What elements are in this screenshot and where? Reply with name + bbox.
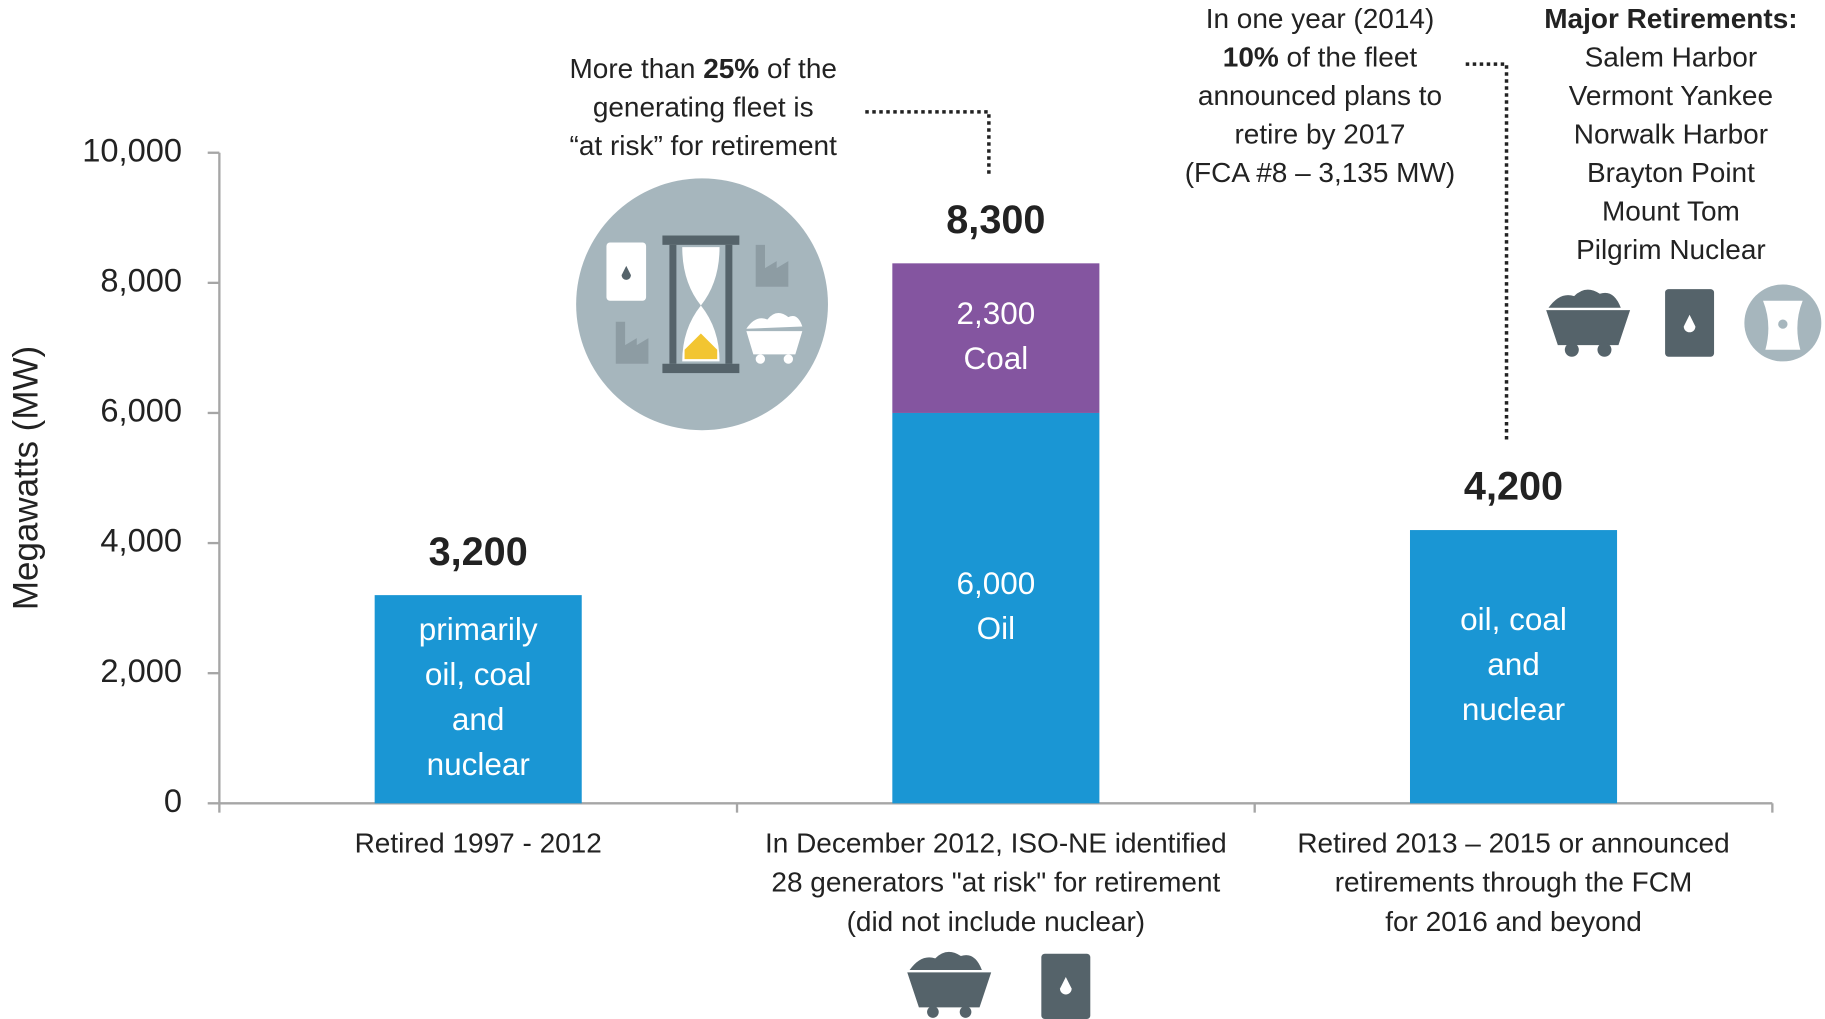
segment-label: 2,300 — [956, 296, 1035, 331]
annotation-run: 25% — [703, 54, 759, 85]
hourglass-post — [669, 244, 677, 364]
hourglass-top — [662, 235, 740, 245]
annotation-run: generating fleet is — [593, 92, 814, 123]
x-tick-label: 28 generators "at risk" for retirement — [771, 867, 1220, 898]
y-tick-label: 2,000 — [100, 652, 182, 689]
x-tick-label: retirements through the FCM — [1335, 867, 1693, 898]
annotation: Mount Tom — [1602, 196, 1740, 227]
segment-label: primarily — [419, 612, 538, 647]
annotation-run: Major Retirements: — [1544, 3, 1797, 34]
y-tick-label: 4,000 — [100, 522, 182, 559]
annotation: 10% of the fleet — [1223, 42, 1418, 73]
total-label: 4,200 — [1464, 465, 1563, 509]
segment-label: nuclear — [1462, 692, 1565, 727]
annotation: In one year (2014) — [1206, 3, 1435, 34]
annotation-run: Norwalk Harbor — [1574, 119, 1768, 150]
hourglass-post — [725, 244, 733, 364]
total-label: 8,300 — [946, 198, 1045, 242]
annotation-run: In one year (2014) — [1206, 3, 1435, 34]
retire-icons — [907, 284, 1822, 1019]
segment-label: oil, coal — [425, 657, 532, 692]
segment-label: and — [1487, 647, 1540, 682]
annotation: Pilgrim Nuclear — [1576, 234, 1766, 265]
factory-icon — [755, 244, 789, 287]
y-tick-label: 0 — [164, 782, 182, 819]
annotation-run: announced plans to — [1198, 80, 1442, 111]
annotation-run: More than — [570, 54, 704, 85]
wheel — [959, 1006, 972, 1018]
wheel — [783, 354, 793, 364]
y-axis-title: Megawatts (MW) — [6, 346, 45, 610]
annotation: (FCA #8 – 3,135 MW) — [1185, 157, 1455, 188]
annotation-run: Salem Harbor — [1585, 42, 1758, 73]
atom — [1778, 319, 1788, 329]
annotation-run: of the — [759, 54, 837, 85]
annotation-run: of the fleet — [1279, 42, 1418, 73]
icon-circle — [576, 178, 828, 431]
sand — [684, 333, 718, 360]
segment-label: Coal — [963, 341, 1028, 376]
annotation: Major Retirements: — [1544, 3, 1797, 34]
annotation-run: Brayton Point — [1587, 157, 1755, 188]
wheel — [927, 1006, 939, 1018]
annotation-run: Mount Tom — [1602, 196, 1740, 227]
annotation: “at risk” for retirement — [570, 130, 838, 161]
annotation-run: retire by 2017 — [1234, 119, 1405, 150]
annotation-run: Vermont Yankee — [1569, 80, 1773, 111]
coal-cart-icon — [1546, 289, 1631, 346]
x-tick-label: Retired 1997 - 2012 — [355, 828, 602, 859]
annotation-run: Pilgrim Nuclear — [1576, 234, 1766, 265]
annotation: Salem Harbor — [1585, 42, 1758, 73]
segment-label: oil, coal — [1460, 602, 1567, 637]
segment-label: Oil — [977, 611, 1015, 646]
wheel — [1597, 342, 1612, 357]
y-tick-label: 10,000 — [82, 131, 182, 168]
y-tick-label: 8,000 — [100, 261, 182, 298]
factory-icon — [615, 321, 649, 364]
bar-segment — [892, 263, 1100, 413]
hourglass-bottom — [662, 363, 740, 374]
annotation: Vermont Yankee — [1569, 80, 1773, 111]
drop — [1059, 977, 1072, 995]
x-tick-label: Retired 2013 – 2015 or announced — [1297, 828, 1729, 859]
bar-segment — [374, 595, 582, 804]
annotation-run: “at risk” for retirement — [570, 130, 838, 161]
leader-line — [1465, 62, 1509, 441]
annotation: Brayton Point — [1587, 157, 1755, 188]
coal-cart-icon — [907, 951, 992, 1008]
x-tick-label: In December 2012, ISO-NE identified — [765, 828, 1227, 859]
annotation: retire by 2017 — [1234, 119, 1405, 150]
segment-label: 6,000 — [956, 566, 1035, 601]
hourglass-glass — [682, 247, 720, 362]
annotation: generating fleet is — [593, 92, 814, 123]
segment-label: nuclear — [427, 747, 530, 782]
y-tick-label: 6,000 — [100, 392, 182, 429]
segment-label: and — [452, 702, 505, 737]
x-tick-label: (did not include nuclear) — [847, 906, 1146, 937]
leader-line — [865, 110, 991, 175]
annotation-run: 10% — [1223, 42, 1279, 73]
drop — [1683, 314, 1696, 333]
annotation: announced plans to — [1198, 80, 1442, 111]
total-label: 3,200 — [429, 530, 528, 574]
bar-segment — [1409, 530, 1618, 804]
risk-icon — [576, 178, 828, 431]
x-tick-label: for 2016 and beyond — [1385, 906, 1642, 937]
drop — [621, 265, 631, 280]
coal-cart-icon — [746, 312, 803, 355]
annotation: Norwalk Harbor — [1574, 119, 1768, 150]
wheel — [755, 354, 766, 364]
annotation-run: (FCA #8 – 3,135 MW) — [1185, 157, 1455, 188]
annotation: More than 25% of the — [570, 54, 837, 85]
wheel — [1564, 342, 1579, 357]
bar-segment — [892, 412, 1100, 804]
